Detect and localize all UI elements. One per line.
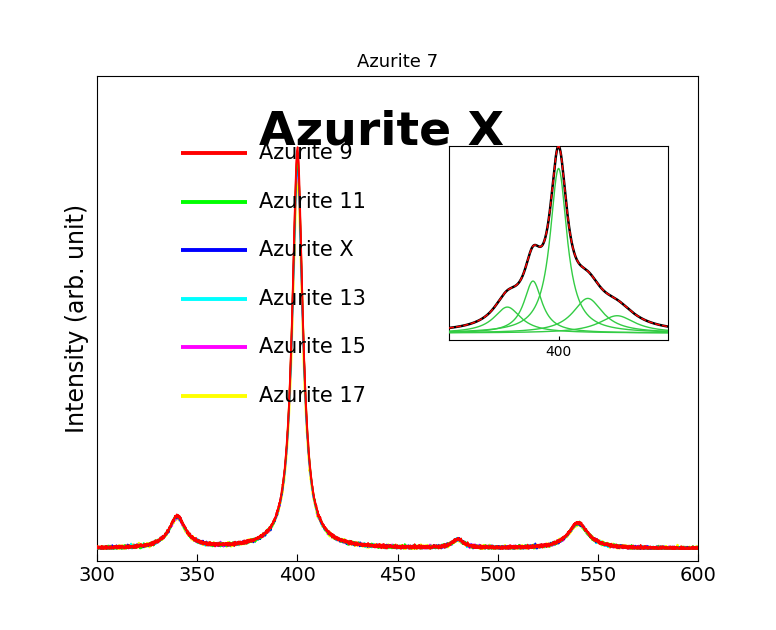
Text: Azurite 17: Azurite 17 <box>259 386 366 406</box>
Text: Azurite 11: Azurite 11 <box>259 192 366 212</box>
Text: Azurite X: Azurite X <box>259 110 504 154</box>
Text: Azurite 7: Azurite 7 <box>357 53 438 71</box>
Text: Azurite 9: Azurite 9 <box>259 143 353 163</box>
Text: Azurite 15: Azurite 15 <box>259 337 366 357</box>
Y-axis label: Intensity (arb. unit): Intensity (arb. unit) <box>64 203 88 433</box>
Text: Azurite X: Azurite X <box>259 240 354 260</box>
Text: Azurite 13: Azurite 13 <box>259 289 366 309</box>
